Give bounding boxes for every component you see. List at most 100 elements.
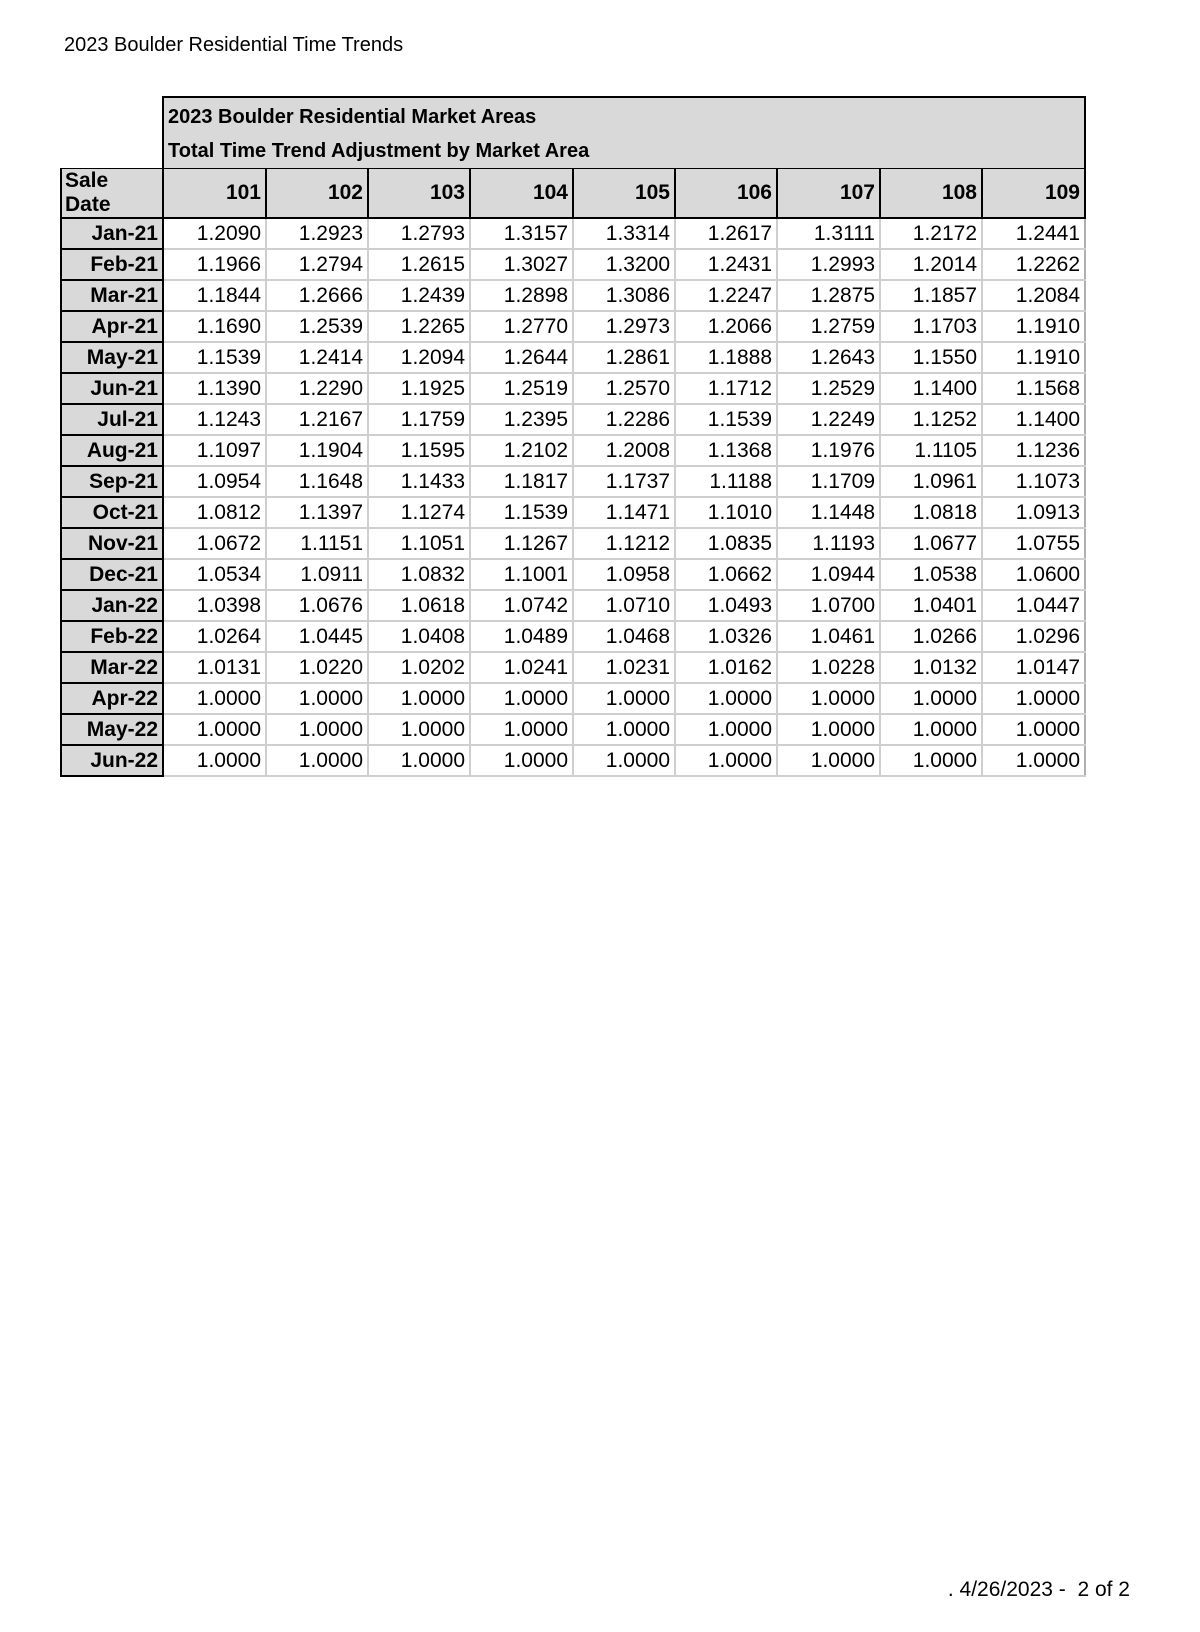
trend-value-cell: 1.1368 bbox=[675, 435, 778, 467]
sale-date-cell: May-22 bbox=[60, 714, 164, 746]
column-header: 107 bbox=[777, 168, 881, 219]
table-title-line2: Total Time Trend Adjustment by Market Ar… bbox=[168, 140, 590, 162]
trend-value-cell: 1.2102 bbox=[470, 435, 574, 467]
trend-value-cell: 1.2441 bbox=[982, 218, 1086, 250]
trend-value-cell: 1.0600 bbox=[982, 559, 1086, 591]
trend-value-cell: 1.1188 bbox=[675, 466, 778, 498]
trend-value-cell: 1.1904 bbox=[266, 435, 369, 467]
trend-value-cell: 1.0000 bbox=[368, 745, 471, 777]
column-header: 105 bbox=[573, 168, 676, 219]
table-row: Feb-21 1.1966 1.2794 1.2615 1.3027 1.3200 1.24… bbox=[60, 249, 1086, 281]
trend-value-cell: 1.0000 bbox=[163, 714, 267, 746]
table-row: Dec-21 1.0534 1.0911 1.0832 1.1001 1.0958 1.06… bbox=[60, 559, 1086, 591]
trend-value-cell: 1.1976 bbox=[777, 435, 881, 467]
trend-value-cell: 1.2666 bbox=[266, 280, 369, 312]
trend-value-cell: 1.1595 bbox=[368, 435, 471, 467]
sale-date-cell: Jun-22 bbox=[60, 745, 164, 777]
trend-value-cell: 1.2861 bbox=[573, 342, 676, 374]
trend-value-cell: 1.0000 bbox=[368, 683, 471, 715]
trend-value-cell: 1.0000 bbox=[880, 714, 983, 746]
table-body: Jan-21 1.2090 1.2923 1.2793 1.3157 1.3314 1.26… bbox=[60, 218, 1086, 777]
trend-value-cell: 1.2644 bbox=[470, 342, 574, 374]
trend-value-cell: 1.1448 bbox=[777, 497, 881, 529]
trend-value-cell: 1.1550 bbox=[880, 342, 983, 374]
table-row: Sep-21 1.0954 1.1648 1.1433 1.1817 1.1737 1.11… bbox=[60, 466, 1086, 498]
trend-value-cell: 1.2094 bbox=[368, 342, 471, 374]
trend-value-cell: 1.1844 bbox=[163, 280, 267, 312]
trend-value-cell: 1.0000 bbox=[163, 745, 267, 777]
trend-value-cell: 1.2439 bbox=[368, 280, 471, 312]
trend-value-cell: 1.2066 bbox=[675, 311, 778, 343]
column-header: 106 bbox=[675, 168, 778, 219]
sale-date-cell: Feb-22 bbox=[60, 621, 164, 653]
column-header-row: Sale Date 101 102 103 104 105 106 107 10… bbox=[60, 168, 1086, 219]
trend-value-cell: 1.1737 bbox=[573, 466, 676, 498]
sale-date-cell: May-21 bbox=[60, 342, 164, 374]
trend-value-cell: 1.0961 bbox=[880, 466, 983, 498]
trend-value-cell: 1.0228 bbox=[777, 652, 881, 684]
sale-date-cell: Mar-22 bbox=[60, 652, 164, 684]
trend-value-cell: 1.0710 bbox=[573, 590, 676, 622]
trend-value-cell: 1.0266 bbox=[880, 621, 983, 653]
trend-value-cell: 1.2290 bbox=[266, 373, 369, 405]
trend-value-cell: 1.3111 bbox=[777, 218, 881, 250]
trend-value-cell: 1.0000 bbox=[573, 683, 676, 715]
trend-value-cell: 1.1400 bbox=[880, 373, 983, 405]
trend-value-cell: 1.0461 bbox=[777, 621, 881, 653]
trend-value-cell: 1.0000 bbox=[675, 714, 778, 746]
table-row: Nov-21 1.0672 1.1151 1.1051 1.1267 1.1212 1.08… bbox=[60, 528, 1086, 560]
trend-value-cell: 1.0132 bbox=[880, 652, 983, 684]
trend-value-cell: 1.2167 bbox=[266, 404, 369, 436]
trend-value-cell: 1.2529 bbox=[777, 373, 881, 405]
trend-value-cell: 1.1888 bbox=[675, 342, 778, 374]
trend-value-cell: 1.2793 bbox=[368, 218, 471, 250]
trend-value-cell: 1.0755 bbox=[982, 528, 1086, 560]
trend-value-cell: 1.1010 bbox=[675, 497, 778, 529]
trend-value-cell: 1.0398 bbox=[163, 590, 267, 622]
trend-value-cell: 1.1390 bbox=[163, 373, 267, 405]
trend-value-cell: 1.1073 bbox=[982, 466, 1086, 498]
table-title-line1: 2023 Boulder Residential Market Areas bbox=[168, 106, 537, 128]
trend-value-cell: 1.0000 bbox=[982, 683, 1086, 715]
sale-date-cell: Sep-21 bbox=[60, 466, 164, 498]
trend-value-cell: 1.0000 bbox=[470, 745, 574, 777]
trend-value-cell: 1.0534 bbox=[163, 559, 267, 591]
trend-value-cell: 1.1703 bbox=[880, 311, 983, 343]
trend-value-cell: 1.1857 bbox=[880, 280, 983, 312]
sale-date-cell: Jun-21 bbox=[60, 373, 164, 405]
trend-value-cell: 1.3314 bbox=[573, 218, 676, 250]
trend-value-cell: 1.0401 bbox=[880, 590, 983, 622]
column-header: 102 bbox=[266, 168, 369, 219]
trend-value-cell: 1.0445 bbox=[266, 621, 369, 653]
table-row: Apr-22 1.0000 1.0000 1.0000 1.0000 1.0000 1.00… bbox=[60, 683, 1086, 715]
trend-value-cell: 1.1539 bbox=[675, 404, 778, 436]
sale-date-header: Sale Date bbox=[60, 168, 164, 219]
trend-value-cell: 1.2759 bbox=[777, 311, 881, 343]
trend-value-cell: 1.0489 bbox=[470, 621, 574, 653]
column-header: 103 bbox=[368, 168, 471, 219]
trend-value-cell: 1.2519 bbox=[470, 373, 574, 405]
sale-date-cell: Jan-22 bbox=[60, 590, 164, 622]
trend-value-cell: 1.3200 bbox=[573, 249, 676, 281]
page-title: 2023 Boulder Residential Time Trends bbox=[64, 34, 404, 56]
table-row: Oct-21 1.0812 1.1397 1.1274 1.1539 1.1471 1.10… bbox=[60, 497, 1086, 529]
trend-value-cell: 1.1105 bbox=[880, 435, 983, 467]
trend-value-cell: 1.0000 bbox=[470, 683, 574, 715]
table-row: Jun-21 1.1390 1.2290 1.1925 1.2519 1.2570 1.17… bbox=[60, 373, 1086, 405]
trend-value-cell: 1.2539 bbox=[266, 311, 369, 343]
trend-value-cell: 1.0000 bbox=[368, 714, 471, 746]
page-footer: . 4/26/2023 - 2 of 2 bbox=[947, 1578, 1130, 1601]
sale-date-cell: Aug-21 bbox=[60, 435, 164, 467]
trend-value-cell: 1.1236 bbox=[982, 435, 1086, 467]
sale-date-cell: Feb-21 bbox=[60, 249, 164, 281]
sale-date-cell: Apr-21 bbox=[60, 311, 164, 343]
trend-value-cell: 1.2262 bbox=[982, 249, 1086, 281]
trend-value-cell: 1.2014 bbox=[880, 249, 983, 281]
trend-value-cell: 1.0202 bbox=[368, 652, 471, 684]
trend-value-cell: 1.0662 bbox=[675, 559, 778, 591]
time-trend-table: 2023 Boulder Residential Market Areas To… bbox=[60, 96, 1086, 777]
trend-value-cell: 1.1910 bbox=[982, 311, 1086, 343]
trend-value-cell: 1.2794 bbox=[266, 249, 369, 281]
trend-value-cell: 1.1001 bbox=[470, 559, 574, 591]
trend-value-cell: 1.1759 bbox=[368, 404, 471, 436]
